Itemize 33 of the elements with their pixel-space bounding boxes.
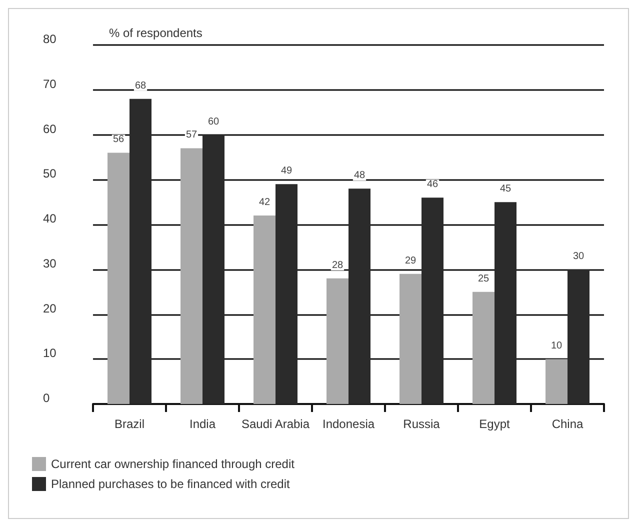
data-label: 57 bbox=[186, 130, 198, 141]
data-label: 46 bbox=[426, 179, 438, 190]
data-label: 29 bbox=[404, 255, 416, 266]
data-label: 45 bbox=[500, 184, 512, 195]
x-tick-label: Russia bbox=[403, 417, 440, 431]
y-tick-label: 70 bbox=[43, 76, 57, 91]
x-tick-label: India bbox=[189, 417, 216, 431]
data-label: 48 bbox=[354, 170, 366, 182]
y-axis-title: % of respondents bbox=[109, 26, 202, 40]
legend-label: Current car ownership financed through credit bbox=[51, 457, 296, 471]
y-tick-label: 50 bbox=[43, 166, 57, 181]
x-tick-label: Indonesia bbox=[322, 417, 375, 431]
y-tick-label: 10 bbox=[43, 346, 57, 360]
data-label: 42 bbox=[258, 197, 270, 208]
legend-label: Planned purchases to be financed with credit bbox=[51, 477, 290, 491]
data-label: 25 bbox=[478, 273, 490, 284]
y-tick-label: 80 bbox=[43, 32, 57, 46]
data-label: 56 bbox=[112, 134, 124, 146]
data-label: 30 bbox=[572, 250, 584, 262]
y-tick-label: 30 bbox=[43, 256, 57, 270]
y-tick-label: 20 bbox=[43, 301, 57, 316]
data-label: 28 bbox=[332, 260, 344, 271]
x-tick-label: Egypt bbox=[479, 417, 511, 431]
x-tick-label: China bbox=[552, 417, 584, 431]
y-tick-label: 40 bbox=[43, 212, 57, 226]
x-tick-label: Brazil bbox=[114, 417, 145, 431]
data-label: 49 bbox=[280, 166, 292, 177]
data-label: 68 bbox=[134, 80, 146, 92]
y-tick-label: 0 bbox=[43, 391, 50, 405]
data-label: 60 bbox=[208, 116, 220, 128]
data-label: 10 bbox=[550, 340, 562, 352]
x-tick-label: Saudi Arabia bbox=[241, 417, 310, 431]
y-tick-label: 60 bbox=[43, 122, 57, 136]
